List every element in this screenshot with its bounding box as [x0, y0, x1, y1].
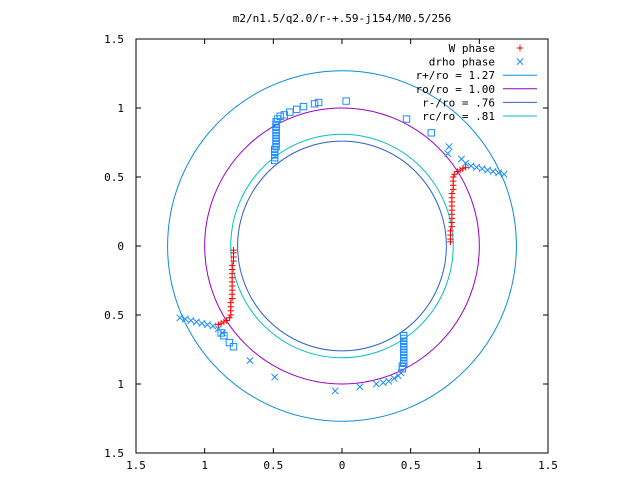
series-2-point-38	[398, 365, 407, 373]
chart-title: m2/n1.5/q2.0/r-+.59-j154/M0.5/256	[233, 12, 452, 25]
y-tick-label-0: 1.5	[104, 447, 124, 460]
legend-label-5: rc/ro = .81	[422, 110, 495, 123]
series-1-point-16	[478, 165, 486, 173]
series-0-point-12	[228, 295, 236, 302]
y-tick-label-1: 1	[117, 378, 124, 391]
series-1-point-3	[192, 318, 200, 326]
circle-2	[237, 140, 447, 352]
x-tick-label-0: 1.5	[126, 459, 146, 472]
series-0-point-18	[223, 317, 230, 324]
series-1-point-1	[181, 315, 189, 323]
series-0-point-40	[454, 168, 461, 175]
series-0-point-41	[456, 166, 464, 174]
series-1-point-9	[246, 356, 254, 365]
series-2-point-23	[342, 97, 350, 105]
series-1-point-14	[489, 167, 497, 176]
series-2	[217, 97, 435, 373]
y-tick-label-6: 1.5	[104, 33, 124, 46]
series-2-point-21	[310, 100, 319, 108]
series-0-point-17	[226, 314, 233, 321]
x-tick-label-6: 1.5	[538, 459, 558, 472]
series-1-point-20	[457, 155, 466, 163]
series-1-point-27	[390, 374, 398, 383]
series-1-point-13	[495, 169, 503, 177]
y-tick-label-5: 1	[117, 102, 124, 115]
x-tick-label-2: 0.5	[263, 459, 283, 472]
series-0-point-39	[451, 171, 458, 178]
y-tick-label-3: 0	[117, 240, 124, 253]
series-2-point-16	[276, 112, 284, 120]
series-2-point-20	[299, 102, 308, 111]
circle-1	[204, 107, 480, 385]
series-1-point-17	[473, 163, 481, 171]
legend-label-3: ro/ro = 1.00	[416, 83, 495, 96]
series-0-point-38	[450, 173, 457, 181]
circle-3	[230, 133, 454, 359]
reference-circles	[167, 70, 517, 422]
series-2-point-24	[402, 115, 411, 123]
series-0-point-21	[215, 321, 222, 328]
series-1-point-22	[444, 149, 452, 158]
x-tick-label-4: 0.5	[401, 459, 421, 472]
series-1-point-12	[500, 170, 508, 178]
y-tick-label-4: 0.5	[104, 171, 124, 184]
series-1-point-24	[372, 380, 380, 388]
series-2-point-40	[220, 332, 228, 340]
series-1	[176, 143, 508, 395]
series-0-point-16	[227, 311, 234, 319]
series-1-point-21	[445, 143, 453, 151]
x-tick-label-5: 1	[476, 459, 483, 472]
series-0-point-43	[462, 164, 469, 171]
series-1-point-10	[271, 373, 279, 381]
data-points	[176, 97, 508, 395]
series-0-point-3	[230, 257, 237, 265]
legend-label-2: r+/ro = 1.27	[416, 69, 495, 82]
y-tick-label-2: 0.5	[104, 309, 124, 322]
legend-swatch-1	[516, 58, 524, 66]
series-1-point-23	[356, 383, 364, 391]
series-1-point-5	[203, 321, 211, 329]
series-1-point-0	[176, 314, 184, 322]
legend-label-4: r-/ro = .76	[422, 96, 495, 109]
x-tick-label-1: 1	[201, 459, 208, 472]
series-1-point-15	[484, 166, 492, 174]
legend-label-0: W phase	[449, 42, 495, 55]
series-1-point-26	[385, 377, 393, 385]
series-2-point-22	[314, 98, 323, 107]
series-1-point-6	[209, 322, 217, 330]
circle-0	[167, 70, 517, 422]
series-0-point-34	[448, 190, 456, 197]
x-tick-label-3: 0	[339, 459, 346, 472]
series-2-point-19	[292, 105, 301, 114]
series-1-point-2	[187, 316, 195, 325]
series-0-point-19	[220, 318, 228, 326]
series-2-point-25	[427, 129, 435, 137]
series-0-point-25	[447, 227, 454, 235]
legend-swatch-0	[516, 44, 524, 52]
legend-label-1: drho phase	[429, 56, 495, 69]
series-1-point-4	[198, 319, 206, 327]
series-0	[215, 164, 469, 328]
series-1-point-11	[331, 387, 339, 395]
series-1-point-18	[467, 162, 475, 170]
axis-ticks: 1.5 1 0.5 0 0.5 1 1.51.510.500.511.5	[104, 33, 558, 472]
series-2-point-41	[225, 338, 234, 347]
series-2-point-42	[229, 343, 238, 351]
series-1-point-25	[379, 379, 387, 387]
